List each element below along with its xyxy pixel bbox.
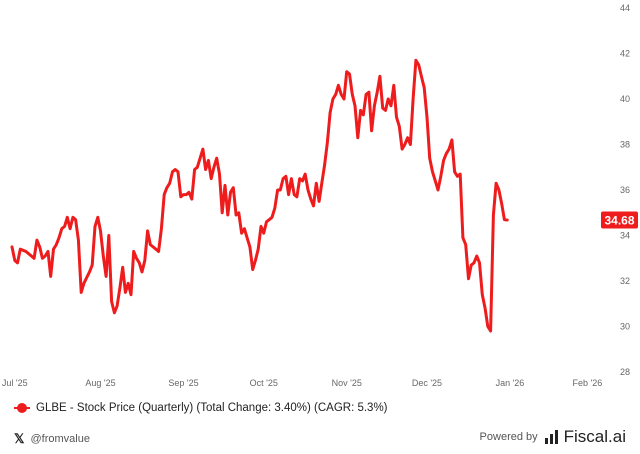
- y-tick-label: 38: [620, 140, 630, 150]
- y-axis: 28 30 32 34 36 38 40 42 44: [620, 3, 630, 377]
- last-value-badge: 34.68: [601, 211, 638, 229]
- y-tick-label: 32: [620, 276, 630, 286]
- legend[interactable]: GLBE - Stock Price (Quarterly) (Total Ch…: [14, 402, 388, 414]
- y-tick-label: 40: [620, 94, 630, 104]
- price-line: [10, 58, 509, 333]
- x-tick-label: Sep '25: [168, 378, 198, 388]
- last-value-badge-bg: [601, 211, 638, 229]
- y-tick-label: 36: [620, 185, 630, 195]
- y-tick-label: 44: [620, 3, 630, 13]
- y-tick-label: 34: [620, 231, 630, 241]
- social-handle[interactable]: 𝕏 @fromvalue: [14, 431, 90, 447]
- y-tick-label: 30: [620, 322, 630, 332]
- x-axis: Jul '25 Aug '25 Sep '25 Oct '25 Nov '25 Dec '…: [2, 378, 602, 388]
- last-value-label: 34.68: [604, 214, 634, 228]
- powered-by-text: Powered by: [479, 431, 538, 443]
- legend-label: GLBE - Stock Price (Quarterly) (Total Ch…: [36, 402, 388, 414]
- fiscal-logo-icon: [544, 430, 558, 444]
- x-tick-label: Oct '25: [250, 378, 278, 388]
- legend-marker-icon: [14, 403, 30, 413]
- y-tick-label: 42: [620, 49, 630, 59]
- handle-text: @fromvalue: [30, 433, 90, 445]
- y-tick-label: 28: [620, 367, 630, 377]
- brand-name: Fiscal.ai: [563, 427, 626, 446]
- powered-by[interactable]: Powered by Fiscal.ai: [480, 427, 626, 447]
- x-tick-label: Aug '25: [85, 378, 115, 388]
- x-logo-icon: 𝕏: [14, 431, 25, 446]
- x-tick-label: Dec '25: [412, 378, 442, 388]
- x-tick-label: Jul '25: [2, 378, 28, 388]
- x-tick-label: Nov '25: [332, 378, 362, 388]
- x-tick-label: Jan '26: [496, 378, 525, 388]
- x-tick-label: Feb '26: [573, 378, 603, 388]
